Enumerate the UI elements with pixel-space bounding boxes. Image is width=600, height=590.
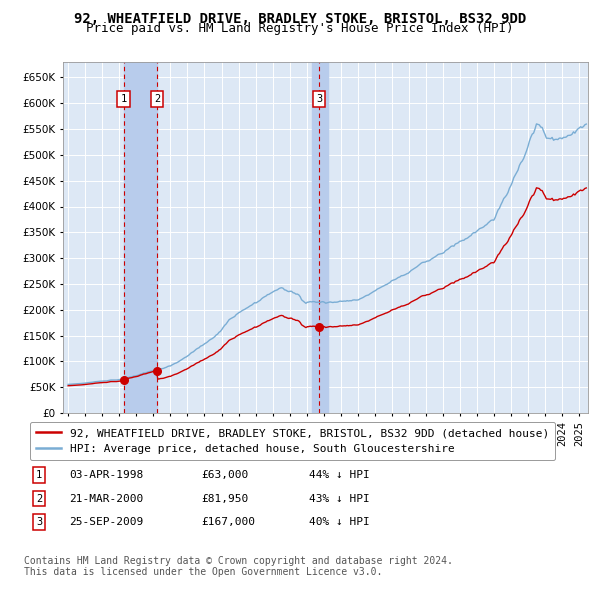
Text: 40% ↓ HPI: 40% ↓ HPI <box>309 517 370 527</box>
Text: 21-MAR-2000: 21-MAR-2000 <box>69 494 143 503</box>
Text: Contains HM Land Registry data © Crown copyright and database right 2024.: Contains HM Land Registry data © Crown c… <box>24 556 453 566</box>
Text: Price paid vs. HM Land Registry's House Price Index (HPI): Price paid vs. HM Land Registry's House … <box>86 22 514 35</box>
Text: 2: 2 <box>154 94 160 104</box>
Bar <box>313 62 328 413</box>
Text: 1: 1 <box>121 94 127 104</box>
Text: 3: 3 <box>36 517 42 527</box>
Text: 2: 2 <box>36 494 42 503</box>
Text: 03-APR-1998: 03-APR-1998 <box>69 470 143 480</box>
Text: 25-SEP-2009: 25-SEP-2009 <box>69 517 143 527</box>
Text: 44% ↓ HPI: 44% ↓ HPI <box>309 470 370 480</box>
Text: £81,950: £81,950 <box>201 494 248 503</box>
Text: £167,000: £167,000 <box>201 517 255 527</box>
Text: 1: 1 <box>36 470 42 480</box>
Legend: 92, WHEATFIELD DRIVE, BRADLEY STOKE, BRISTOL, BS32 9DD (detached house), HPI: Av: 92, WHEATFIELD DRIVE, BRADLEY STOKE, BRI… <box>29 422 556 460</box>
Text: £63,000: £63,000 <box>201 470 248 480</box>
Bar <box>124 62 157 413</box>
Text: 3: 3 <box>316 94 322 104</box>
Text: This data is licensed under the Open Government Licence v3.0.: This data is licensed under the Open Gov… <box>24 567 382 577</box>
Text: 92, WHEATFIELD DRIVE, BRADLEY STOKE, BRISTOL, BS32 9DD: 92, WHEATFIELD DRIVE, BRADLEY STOKE, BRI… <box>74 12 526 26</box>
Text: 43% ↓ HPI: 43% ↓ HPI <box>309 494 370 503</box>
